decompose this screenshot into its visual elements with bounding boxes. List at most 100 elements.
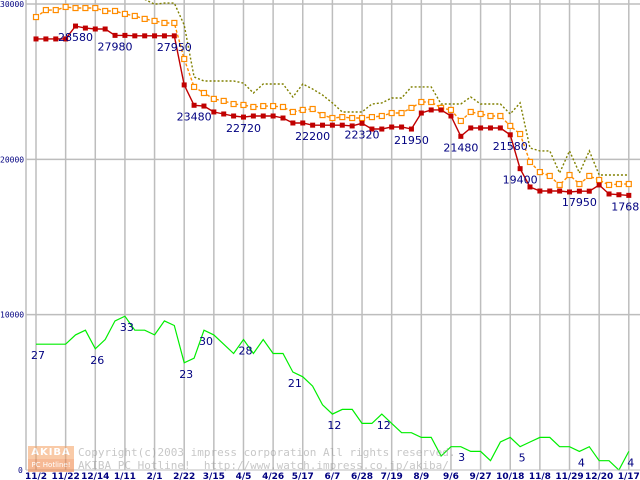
min_price-point: [596, 182, 602, 188]
x-tick-label: 8/9: [413, 472, 429, 480]
average_price-point: [72, 4, 79, 12]
min_price-data-label: 28580: [58, 31, 93, 44]
min_price-point: [527, 184, 533, 190]
x-tick-label: 11/22: [51, 472, 79, 480]
min_price-data-label: 22320: [345, 128, 380, 141]
average_price-point: [62, 3, 69, 11]
average_price-point: [121, 10, 129, 18]
shop_count-data-label: 12: [377, 419, 391, 432]
min_price-point: [82, 25, 88, 31]
average_price-point: [111, 7, 119, 15]
average_price-point: [161, 19, 168, 27]
min_price-point: [260, 113, 266, 119]
average_price-point: [358, 114, 366, 122]
min_price-point: [102, 26, 108, 32]
x-tick-label: 9/27: [470, 472, 492, 480]
average_price-point: [210, 95, 217, 103]
x-tick-label: 9/6: [443, 472, 459, 480]
average_price-point: [240, 101, 247, 109]
x-tick-label: 11/29: [555, 472, 583, 480]
min_price-data-label: 27980: [98, 40, 133, 53]
min_price-point: [240, 114, 246, 120]
min_price-point: [122, 32, 128, 38]
average_price-point: [279, 103, 287, 111]
average_price-point: [586, 172, 593, 180]
shop_count-data-label: 5: [519, 452, 526, 465]
x-tick-label: 1/17: [618, 472, 640, 480]
average_price-point: [171, 19, 178, 27]
average_price-point: [408, 104, 415, 112]
min_price-point: [487, 125, 493, 131]
min_price-point: [557, 188, 563, 194]
average_price-point: [615, 180, 623, 188]
shop_count-data-label: 4: [578, 456, 585, 469]
min_price-point: [349, 123, 355, 129]
series-layer: [32, 0, 632, 471]
average_price-point: [556, 181, 563, 189]
min_price-point: [468, 125, 474, 131]
x-tick-label: 3/15: [203, 472, 225, 480]
shop_count-data-label: 30: [199, 335, 213, 348]
min_price-point: [250, 113, 256, 119]
x-tick-label: 10/18: [496, 472, 524, 480]
shop_count-data-label: 12: [327, 419, 341, 432]
min_price-point: [280, 115, 286, 121]
min_price-point: [428, 107, 434, 113]
min_price-data-label: 21480: [443, 141, 478, 154]
average_price-point: [32, 13, 40, 21]
shop_count-line: [36, 315, 630, 471]
x-tick-label: 7/19: [381, 472, 403, 480]
min_price-point: [320, 122, 326, 128]
min_price-point: [53, 36, 59, 42]
average_price-point: [141, 15, 148, 23]
average_price-point: [398, 109, 405, 117]
average_price-point: [526, 158, 534, 166]
average_price-point: [418, 98, 425, 106]
min_price-point: [231, 113, 237, 119]
max_price-line: [144, 0, 629, 176]
min_price-data-label: 17680: [611, 200, 640, 213]
average_price-point: [260, 102, 267, 110]
average_price-point: [339, 113, 346, 121]
min_price-point: [547, 188, 553, 194]
watermark: AKIBA PC Hotline! Copyright(c)2003 impre…: [28, 446, 456, 472]
min_price-point: [181, 82, 187, 88]
shop_count-data-label: 21: [288, 377, 302, 390]
min_price-point: [586, 188, 592, 194]
average_price-point: [92, 4, 99, 12]
site-url-text: AKIBA PC Hotline! http://www.watch.impre…: [78, 459, 449, 472]
min_price-point: [63, 36, 69, 42]
average_price-point: [329, 114, 336, 122]
min_price-point: [438, 107, 444, 113]
x-tick-label: 2/1: [147, 472, 163, 480]
average_price-point: [507, 122, 514, 130]
min_price-point: [191, 102, 197, 108]
shop_count-data-label: 28: [238, 345, 252, 358]
shop_count-data-label: 3: [458, 451, 465, 464]
min_price-point: [300, 120, 306, 126]
average_price-point: [319, 111, 326, 119]
average_price-point: [102, 7, 109, 15]
shop_count-data-label: 23: [179, 368, 193, 381]
average_price-point: [200, 89, 208, 97]
min_price-point: [152, 33, 158, 39]
grid: [26, 0, 640, 470]
x-tick-label: 2/22: [173, 472, 195, 480]
average_price-point: [368, 113, 376, 121]
x-tick-label: 11/2: [25, 472, 47, 480]
min_price-point: [576, 188, 582, 194]
average_price-point: [497, 112, 504, 120]
min_price-data-label: 22200: [295, 130, 330, 143]
min_price-data-label: 17950: [562, 196, 597, 209]
min_price-point: [359, 120, 365, 126]
min_price-point: [132, 33, 138, 39]
x-tick-label: 4/5: [236, 472, 252, 480]
min_price-point: [329, 122, 335, 128]
min_price-point: [448, 113, 454, 119]
average_price-point: [576, 180, 583, 188]
min_price-point: [270, 113, 276, 119]
copyright-text: Copyright(c)2003 impress corporation All…: [78, 446, 456, 459]
logo-top-text: AKIBA: [28, 446, 74, 459]
shop_count-data-label: 26: [90, 354, 104, 367]
average_price-point: [190, 83, 198, 91]
